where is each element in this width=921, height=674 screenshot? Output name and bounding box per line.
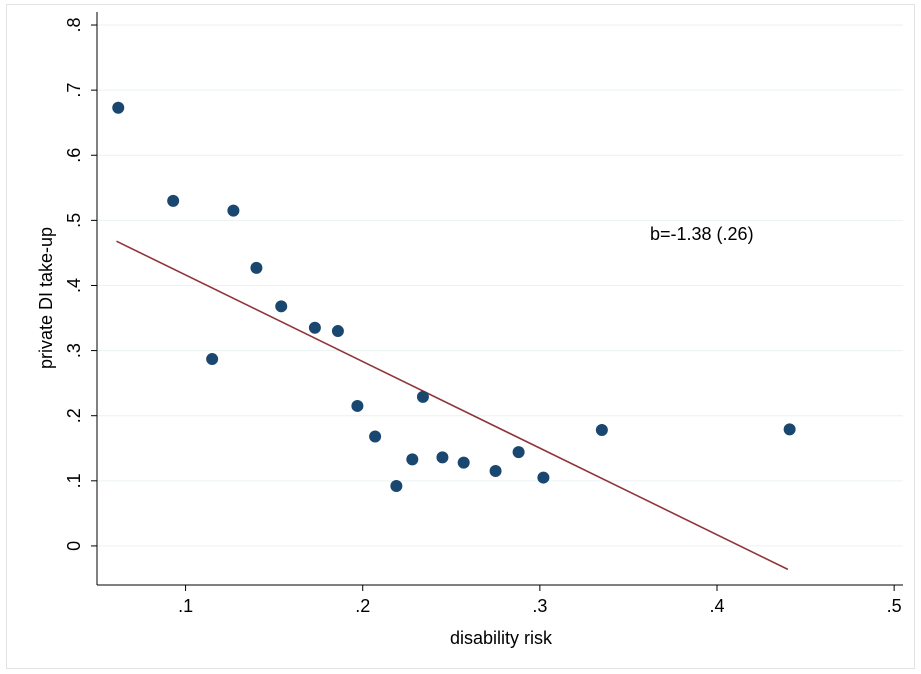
scatter-point: [227, 204, 240, 217]
scatter-point: [416, 390, 429, 403]
x-tick-label: .4: [709, 596, 724, 616]
scatter-point: [406, 453, 419, 466]
x-tick-label: .1: [178, 596, 193, 616]
scatter-point: [250, 261, 263, 274]
scatter-point: [351, 399, 364, 412]
y-tick-label: .7: [64, 83, 84, 98]
x-ticks: .1 .2 .3 .4 .5: [178, 585, 902, 616]
y-tick-label: .8: [64, 18, 84, 33]
gridlines: [97, 24, 903, 547]
scatter-point: [206, 353, 219, 366]
y-tick-label: .2: [64, 408, 84, 423]
fit-line-group: [116, 240, 789, 571]
x-tick-label: .5: [887, 596, 902, 616]
scatter-point: [436, 451, 449, 464]
y-tick-label: .3: [64, 343, 84, 358]
scatter-point: [275, 300, 288, 313]
scatter-point: [537, 471, 550, 484]
scatter-point: [595, 424, 608, 437]
scatter-point: [457, 456, 470, 469]
y-tick-label: .1: [64, 473, 84, 488]
y-tick-label: 0: [64, 541, 84, 551]
outer-frame: [6, 4, 915, 669]
scatter-point: [167, 194, 180, 207]
scatter-point: [331, 325, 344, 338]
x-tick-label: .2: [355, 596, 370, 616]
x-axis-label: disability risk: [450, 628, 553, 648]
scatter-point: [489, 465, 502, 478]
scatter-point: [512, 446, 525, 459]
y-axis-label: private DI take-up: [36, 227, 56, 369]
x-tick-label: .3: [532, 596, 547, 616]
y-tick-label: .5: [64, 213, 84, 228]
data-points: [112, 101, 796, 493]
y-tick-label: .4: [64, 278, 84, 293]
scatter-point: [112, 101, 125, 114]
y-tick-label: .6: [64, 148, 84, 163]
scatter-point: [308, 321, 321, 334]
axes: [96, 12, 903, 586]
scatter-point: [783, 423, 796, 436]
scatter-point: [390, 480, 403, 493]
scatter-point: [369, 430, 382, 443]
fit-line: [116, 240, 789, 571]
y-ticks: 0 .1 .2 .3 .4 .5 .6 .7 .8: [64, 18, 97, 551]
annotation-text: b=-1.38 (.26): [650, 224, 754, 244]
